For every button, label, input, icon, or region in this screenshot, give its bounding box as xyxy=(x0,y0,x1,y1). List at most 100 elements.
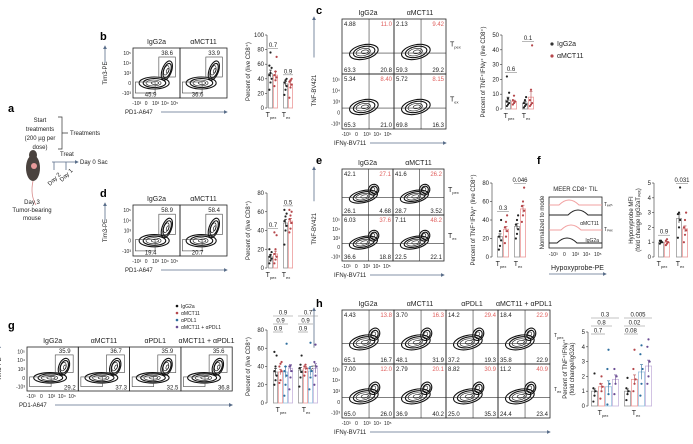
gate-value-high: 35.9 xyxy=(59,349,71,355)
y-tick-label: 10⁵ xyxy=(332,367,340,373)
quadrant-ll: 22.5 xyxy=(395,255,407,261)
contour-line xyxy=(209,220,219,236)
y-tick-label: 10 xyxy=(492,92,499,98)
x-tick-label: 10⁴ xyxy=(583,252,591,258)
contour-line xyxy=(355,103,371,112)
contour-line xyxy=(59,360,70,374)
contour-line xyxy=(367,183,380,196)
data-point xyxy=(289,364,292,367)
contour-line xyxy=(526,383,535,394)
flow-plot xyxy=(26,346,79,392)
x-tick-label: 10⁵ xyxy=(383,264,391,270)
row-label-sub: pex xyxy=(557,335,563,340)
contour-line xyxy=(348,388,379,405)
contour-line xyxy=(210,65,217,76)
data-point xyxy=(503,226,506,229)
contour-line xyxy=(92,374,110,381)
data-point xyxy=(667,241,670,244)
contour-line xyxy=(162,220,172,236)
data-point xyxy=(639,394,642,397)
p-value-label: 0.9 xyxy=(660,230,669,236)
contour-line xyxy=(355,392,371,401)
contour-line xyxy=(360,104,369,110)
contour-line xyxy=(367,229,380,242)
group-label-main: T xyxy=(514,261,519,268)
data-point xyxy=(679,186,682,189)
sample-title: IgG2a xyxy=(147,196,166,203)
y-tick-label: 10³ xyxy=(333,389,341,395)
y-tick-label: 60 xyxy=(482,200,489,206)
panel-label-g: g xyxy=(8,320,15,332)
gate-tim3-high xyxy=(208,354,228,373)
data-point xyxy=(278,381,281,385)
y-tick-label: 0 xyxy=(261,266,265,272)
mouse-caption: Day 3 xyxy=(24,200,40,206)
data-point xyxy=(523,186,526,189)
contour-line xyxy=(192,237,209,245)
data-point xyxy=(523,209,526,212)
quadrant-lr: 21.0 xyxy=(380,123,392,129)
data-point xyxy=(313,383,316,386)
quadrant-ul: 3.70 xyxy=(396,313,408,319)
gate-value-high: 36.7 xyxy=(110,349,122,355)
x-tick-label: -10³ xyxy=(132,259,141,265)
gate-value-low: 19.4 xyxy=(145,250,157,256)
contour-line xyxy=(165,225,170,231)
gate-tim3-high xyxy=(158,56,176,78)
group-label-sub: pex xyxy=(270,275,276,280)
quadrant-lr: 16.7 xyxy=(380,358,392,364)
y-tick-label: 20 xyxy=(257,383,264,389)
data-point xyxy=(274,248,277,251)
data-point xyxy=(315,365,318,368)
data-point xyxy=(506,214,509,217)
quadrant-lr: 20.8 xyxy=(380,68,392,74)
group-label-main: T xyxy=(657,261,662,268)
y-tick-label: 0 xyxy=(261,106,265,112)
contour-line xyxy=(138,76,170,90)
contour-line xyxy=(185,234,217,248)
group-label: Tpex xyxy=(276,407,287,415)
p-value-label: 0.9 xyxy=(276,319,285,325)
y-tick-label: 5 xyxy=(582,330,586,336)
data-point xyxy=(290,210,293,213)
p-value-label: 0.9 xyxy=(301,319,310,325)
sample-title: αPDL1 xyxy=(144,338,166,345)
group-label-sub: pex xyxy=(500,264,506,269)
x-axis-label: IFNγ-BV711 xyxy=(334,273,367,279)
quadrant-ur: 20.1 xyxy=(432,367,444,373)
quadrant-ur: 8.40 xyxy=(380,77,392,83)
contour-line xyxy=(57,357,71,376)
contour-line xyxy=(516,394,525,399)
y-tick-label: 3 xyxy=(582,360,586,366)
contour-line xyxy=(371,233,376,238)
y-tick-label: 1 xyxy=(648,240,652,246)
bar-chart-b: Tpex Tex xyxy=(265,34,293,120)
flow-plot xyxy=(445,363,499,419)
contour-line xyxy=(464,394,473,399)
y-tick-label: 2 xyxy=(582,374,586,380)
data-point xyxy=(646,382,649,385)
contour-line xyxy=(370,383,379,394)
contour-line xyxy=(191,373,218,383)
contour-line xyxy=(422,187,427,192)
contour-line xyxy=(352,191,375,203)
data-point xyxy=(529,88,533,91)
data-point xyxy=(288,218,291,221)
contour-line xyxy=(352,237,375,249)
data-point xyxy=(593,394,596,397)
group-label-sub: pex xyxy=(661,264,667,269)
contour-line xyxy=(33,371,68,384)
group-label: Tpex xyxy=(266,112,277,120)
data-point xyxy=(269,71,272,75)
data-point xyxy=(593,372,596,375)
bar-chart-f: Tpex Tex xyxy=(652,182,689,269)
data-point xyxy=(503,242,506,245)
quadrant-lr: 4.68 xyxy=(379,209,391,215)
flow-plot xyxy=(132,204,181,257)
bracket xyxy=(58,116,68,150)
contour-line xyxy=(452,388,483,405)
quadrant-ll: 48.1 xyxy=(396,358,408,364)
contour-line xyxy=(368,381,381,396)
data-point xyxy=(592,387,595,390)
data-point xyxy=(285,77,288,80)
